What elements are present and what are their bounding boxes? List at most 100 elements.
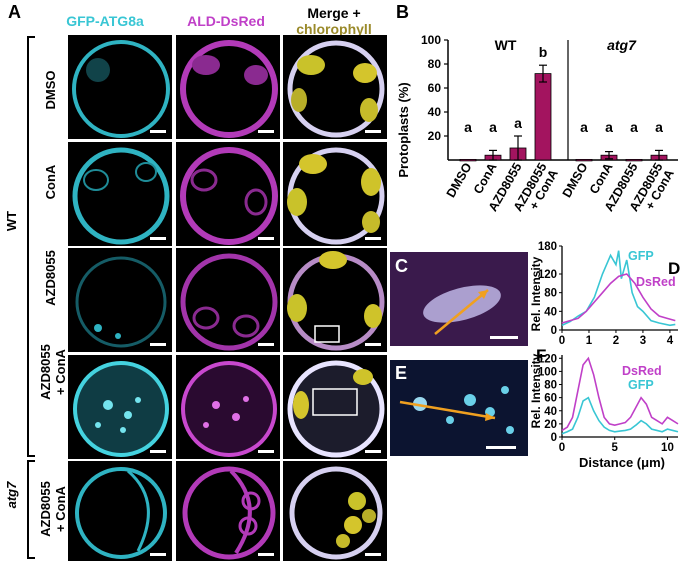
x-tick-label: 0: [559, 335, 565, 346]
micrograph-azd-cona-dsred: [176, 355, 280, 459]
atg7-bracket: [27, 460, 35, 559]
chart-f-ylabel: Rel. Intensity: [529, 353, 543, 428]
row-label-line: + ConA: [53, 349, 68, 395]
significance-letter: a: [655, 119, 663, 135]
x-tick-label: 1: [586, 335, 593, 346]
chart-b-ylabel: Protoplasts (%): [396, 82, 411, 177]
row-label-line: AZD8055: [43, 250, 58, 306]
x-tick-label: 3: [640, 335, 646, 346]
category-label: DMSO: [444, 160, 475, 200]
micrograph-azd-merge: [283, 248, 387, 352]
row-label-line: DMSO: [43, 70, 58, 110]
bar: [625, 158, 643, 162]
y-tick-label: 20: [428, 129, 442, 143]
y-tick-label: 100: [538, 366, 557, 378]
column-header-merge: Merge + chlorophyll: [282, 5, 386, 37]
micrograph-dmso-gfp: [68, 35, 172, 139]
micrograph-azd-cona-gfp: [68, 355, 172, 459]
row-label-dmso: DMSO: [43, 60, 58, 120]
micrograph-dmso-merge: [283, 35, 387, 139]
significance-letter: a: [605, 119, 613, 135]
y-tick-label: 80: [544, 380, 557, 392]
chart-d: Rel. Intensity D 0 40 80 120 180 0 1 2 3 4 GFP DsRe…: [529, 241, 680, 346]
significance-letter: b: [539, 44, 548, 60]
x-tick-label: 0: [559, 442, 565, 454]
series-line-dsred: [561, 273, 676, 324]
merge-line2: chlorophyll: [296, 21, 372, 37]
chart-d-plot: 0 40 80 120 180 0 1 2 3 4 GFP DsRed: [538, 241, 678, 346]
legend-dsred: DsRed: [636, 275, 676, 289]
y-tick-label: 40: [428, 105, 442, 119]
row-label-line: AZD8055: [38, 481, 53, 537]
significance-letter: a: [580, 119, 588, 135]
bar: [459, 158, 477, 162]
micrograph-azd-dsred: [176, 248, 280, 352]
y-tick-label: 40: [544, 406, 557, 418]
group-title: atg7: [607, 37, 637, 53]
micrograph-cona-merge: [283, 142, 387, 246]
column-header-gfp: GFP-ATG8a: [66, 13, 144, 29]
panel-letter-e: E: [395, 363, 408, 383]
y-tick-label: 0: [551, 325, 557, 337]
legend-gfp: GFP: [628, 378, 654, 392]
significance-letter: a: [514, 115, 522, 131]
y-tick-label: 40: [544, 306, 557, 318]
panel-letter-f: F: [536, 346, 546, 365]
legend-gfp: GFP: [628, 249, 654, 263]
category-label-line: DMSO: [444, 160, 475, 200]
x-tick-label: 2: [613, 335, 619, 346]
panel-letter-b: B: [396, 2, 409, 22]
micrograph-atg7-dsred: [176, 461, 280, 561]
significance-letter: a: [464, 119, 472, 135]
significance-letter: a: [489, 119, 497, 135]
row-label-azd: AZD8055: [43, 238, 58, 318]
y-tick-label: 60: [544, 393, 557, 405]
merge-line1: Merge +: [307, 5, 361, 21]
y-tick-label: 120: [538, 353, 557, 365]
category-label: DMSO: [560, 160, 591, 200]
y-tick-label: 60: [428, 81, 442, 95]
bar: [534, 73, 552, 161]
inset-e-image: [390, 360, 528, 456]
category-label-line: DMSO: [560, 160, 591, 200]
micrograph-atg7-merge: [283, 461, 387, 561]
row-label-line: + ConA: [53, 486, 68, 532]
column-header-dsred: ALD-DsRed: [187, 13, 265, 29]
row-label-line: AZD8055: [38, 344, 53, 400]
micrograph-azd-gfp: [68, 248, 172, 352]
chart-f: Rel. Intensity Distance (μm) F 020406080…: [529, 346, 679, 470]
micrograph-azd-cona-merge: [283, 355, 387, 459]
genotype-atg7-label: atg7: [4, 481, 19, 509]
series-line-gfp: [561, 396, 679, 435]
inset-c-image: [390, 252, 528, 346]
y-tick-label: 100: [421, 33, 441, 47]
y-tick-label: 80: [428, 57, 442, 71]
micrograph-dmso-dsred: [176, 35, 280, 139]
row-label-atg7-azd-cona: AZD8055 + ConA: [38, 464, 68, 554]
y-tick-label: 0: [551, 432, 557, 444]
significance-letter: a: [630, 119, 638, 135]
bar: [575, 158, 593, 162]
micrograph-atg7-gfp: [68, 461, 172, 561]
chart-f-xlabel: Distance (μm): [579, 455, 665, 470]
panel-letter-c: C: [395, 256, 408, 276]
wt-bracket: [27, 36, 35, 457]
series-line-dsred: [561, 356, 679, 432]
x-tick-label: 5: [612, 442, 619, 454]
panel-letter-d: D: [668, 259, 680, 278]
row-label-azd-cona: AZD8055 + ConA: [38, 332, 68, 412]
legend-dsred: DsRed: [622, 364, 662, 378]
chart-d-ylabel: Rel. Intensity: [529, 256, 543, 331]
y-tick-label: 20: [544, 419, 557, 431]
x-tick-label: 10: [661, 442, 674, 454]
row-label-line: ConA: [43, 164, 58, 200]
micrograph-cona-gfp: [68, 142, 172, 246]
y-tick-label: 80: [544, 288, 557, 300]
y-tick-label: 120: [538, 269, 557, 281]
panel-letter-a: A: [8, 2, 21, 22]
group-title: WT: [495, 37, 517, 53]
row-label-cona: ConA: [43, 152, 58, 212]
